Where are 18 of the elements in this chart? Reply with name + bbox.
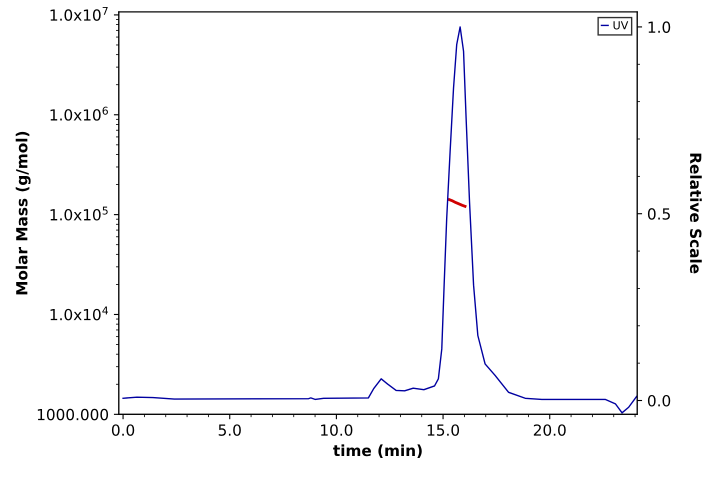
- y-tick-label: 1.0x10$^{7}$: [50, 6, 108, 21]
- x-tick-label: 5.0: [218, 424, 241, 436]
- x-tick-label: 0.0: [112, 424, 134, 436]
- x-tick-label: 10.0: [321, 424, 352, 436]
- legend-label: UV: [614, 21, 628, 30]
- x-tick-label: 20.0: [534, 424, 566, 436]
- y-tick-label: 1.0x10$^{6}$: [50, 106, 108, 121]
- line-series: [448, 198, 466, 208]
- y-tick-label: 1.0x10$^{4}$: [50, 306, 108, 320]
- y-axis-title: Molar Mass (g/mol): [16, 132, 31, 294]
- y-tick-label: 1.0x10$^{5}$: [50, 206, 108, 221]
- y2-tick-label: 1.0: [648, 21, 670, 33]
- y-tick-label: 1000.000: [38, 408, 108, 420]
- y2-tick-label: 0.0: [648, 394, 670, 407]
- x-axis-title: time (min): [333, 444, 422, 458]
- y2-axis-title: Relative Scale: [690, 154, 702, 274]
- x-tick-label: 15.0: [428, 424, 460, 436]
- y2-tick-label: 0.5: [648, 208, 670, 220]
